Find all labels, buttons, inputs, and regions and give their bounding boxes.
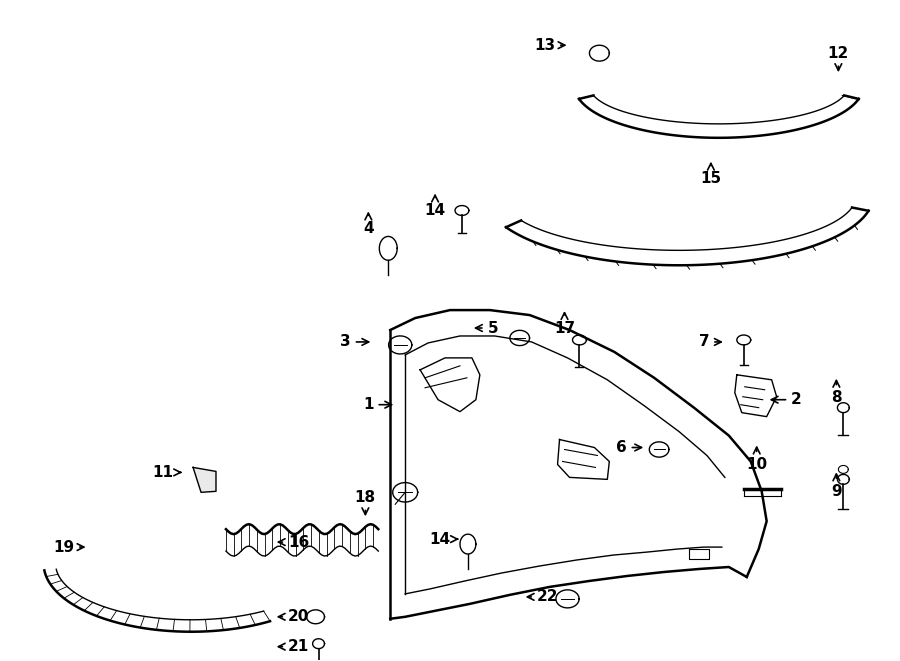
- Text: 16: 16: [278, 535, 310, 549]
- Text: 18: 18: [355, 490, 376, 514]
- Text: 1: 1: [363, 397, 392, 412]
- Text: 10: 10: [746, 447, 768, 472]
- Text: 2: 2: [771, 392, 802, 407]
- Text: 6: 6: [616, 440, 642, 455]
- Text: 7: 7: [698, 334, 721, 350]
- Text: 20: 20: [278, 609, 310, 624]
- Text: 19: 19: [53, 539, 84, 555]
- Text: 21: 21: [278, 639, 310, 654]
- Text: 14: 14: [425, 195, 446, 218]
- Text: 12: 12: [828, 46, 849, 71]
- Text: 5: 5: [475, 321, 498, 336]
- Text: 14: 14: [429, 531, 457, 547]
- Text: 11: 11: [153, 465, 181, 480]
- Text: 17: 17: [554, 313, 575, 336]
- Text: 22: 22: [527, 590, 558, 604]
- Text: 13: 13: [534, 38, 565, 53]
- Text: 9: 9: [831, 474, 842, 499]
- Text: 3: 3: [340, 334, 369, 350]
- Text: 15: 15: [700, 163, 722, 186]
- Text: 4: 4: [363, 213, 374, 236]
- Polygon shape: [194, 467, 216, 492]
- Text: 8: 8: [831, 381, 842, 405]
